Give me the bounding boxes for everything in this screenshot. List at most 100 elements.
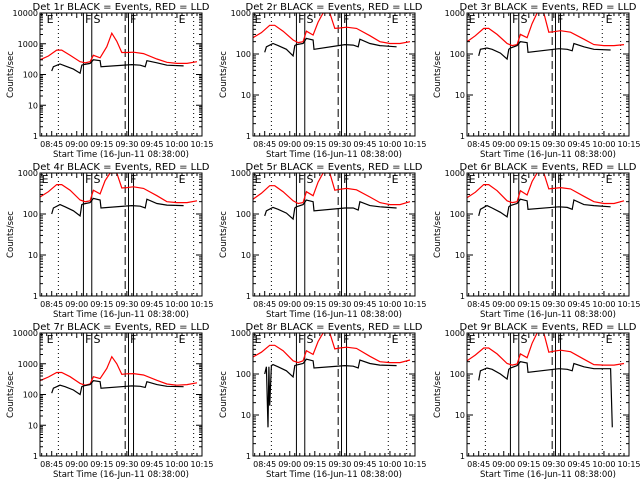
y-axis-label: Counts/sec xyxy=(433,211,443,258)
x-tick-label: 10:00 xyxy=(592,140,615,149)
x-tick-label: 09:45 xyxy=(140,300,163,309)
y-tick-label: 100 xyxy=(450,50,465,59)
marker-label: F xyxy=(512,13,518,26)
marker-label: E xyxy=(255,173,262,186)
y-tick-label: 100 xyxy=(236,50,251,59)
y-tick-label: 1 xyxy=(33,292,38,301)
x-axis-label: Start Time (16-Jun-11 08:38:00) xyxy=(480,470,616,480)
y-tick-label: 100 xyxy=(23,210,38,219)
x-tick-label: 09:30 xyxy=(115,140,138,149)
marker-label: S xyxy=(93,173,100,186)
series-events xyxy=(478,198,611,218)
y-tick-label: 10 xyxy=(28,251,38,260)
x-tick-label: 09:30 xyxy=(542,140,565,149)
x-tick-label: 10:00 xyxy=(378,460,401,469)
series-lld xyxy=(467,13,625,47)
panel-title: Det 2r BLACK = Events, RED = LLD xyxy=(246,2,423,13)
marker-label: E xyxy=(179,173,186,186)
y-tick-label: 10 xyxy=(28,101,38,110)
x-tick-label: 10:00 xyxy=(165,300,188,309)
y-axis-label: Counts/sec xyxy=(219,51,229,98)
y-tick-label: 100 xyxy=(236,370,251,379)
x-tick-label: 09:30 xyxy=(115,460,138,469)
x-tick-label: 08:45 xyxy=(467,140,490,149)
marker-label: F xyxy=(130,173,136,186)
y-tick-label: 10 xyxy=(241,91,251,100)
plot-frame xyxy=(39,172,203,297)
x-tick-label: 09:00 xyxy=(65,300,88,309)
x-tick-label: 10:15 xyxy=(190,300,213,309)
x-tick-label: 09:45 xyxy=(140,460,163,469)
marker-label: E xyxy=(255,333,262,346)
y-tick-label: 1 xyxy=(246,452,251,461)
marker-label: E xyxy=(606,13,613,26)
plot-frame xyxy=(466,12,630,137)
x-tick-label: 09:45 xyxy=(567,300,590,309)
x-tick-label: 10:15 xyxy=(617,300,640,309)
series-events xyxy=(478,361,613,428)
x-axis-label: Start Time (16-Jun-11 08:38:00) xyxy=(266,470,402,480)
marker-label: S xyxy=(520,13,527,26)
y-tick-label: 1000 xyxy=(231,169,251,178)
y-tick-label: 10 xyxy=(241,411,251,420)
x-tick-label: 09:15 xyxy=(517,460,540,469)
series-lld xyxy=(40,355,198,386)
marker-label: S xyxy=(93,13,100,26)
series-events xyxy=(51,197,184,217)
y-tick-label: 1000 xyxy=(18,360,38,369)
marker-label: S xyxy=(520,173,527,186)
y-tick-label: 1 xyxy=(33,452,38,461)
y-tick-label: 1000 xyxy=(445,329,465,338)
marker-label: F xyxy=(343,13,349,26)
x-tick-label: 08:45 xyxy=(40,460,63,469)
y-tick-label: 1000 xyxy=(18,169,38,178)
marker-label: S xyxy=(520,333,527,346)
marker-label: F xyxy=(557,333,563,346)
plot-frame xyxy=(39,332,203,457)
marker-label: S xyxy=(306,13,313,26)
x-tick-label: 09:45 xyxy=(140,140,163,149)
marker-label: E xyxy=(606,333,613,346)
plot-frame xyxy=(466,332,630,457)
y-tick-label: 1 xyxy=(246,292,251,301)
series-lld xyxy=(253,333,411,364)
x-tick-label: 09:00 xyxy=(492,300,515,309)
marker-label: F xyxy=(512,173,518,186)
marker-label: F xyxy=(85,333,91,346)
y-axis-label: Counts/sec xyxy=(219,211,229,258)
panel-title: Det 9r BLACK = Events, RED = LLD xyxy=(460,322,637,333)
x-tick-label: 09:15 xyxy=(90,140,113,149)
x-tick-label: 09:15 xyxy=(303,140,326,149)
y-tick-label: 1 xyxy=(460,292,465,301)
marker-label: F xyxy=(557,13,563,26)
y-tick-label: 1000 xyxy=(231,9,251,18)
series-events xyxy=(264,358,397,428)
series-events xyxy=(264,37,397,58)
panel-title: Det 6r BLACK = Events, RED = LLD xyxy=(460,162,637,173)
y-tick-label: 10 xyxy=(455,251,465,260)
marker-label: F xyxy=(298,333,304,346)
y-tick-label: 10 xyxy=(241,251,251,260)
x-tick-label: 09:00 xyxy=(65,140,88,149)
series-lld xyxy=(40,31,198,65)
x-tick-label: 08:45 xyxy=(253,300,276,309)
marker-label: F xyxy=(298,13,304,26)
marker-label: S xyxy=(306,333,313,346)
panel-title: Det 7r BLACK = Events, RED = LLD xyxy=(33,322,210,333)
y-axis-label: Counts/sec xyxy=(6,51,16,98)
marker-label: S xyxy=(93,333,100,346)
x-tick-label: 09:45 xyxy=(567,140,590,149)
marker-label: E xyxy=(392,173,399,186)
x-tick-label: 08:45 xyxy=(40,140,63,149)
marker-label: F xyxy=(298,173,304,186)
x-tick-label: 09:00 xyxy=(278,300,301,309)
y-tick-label: 1000 xyxy=(18,40,38,49)
y-tick-label: 1000 xyxy=(445,9,465,18)
